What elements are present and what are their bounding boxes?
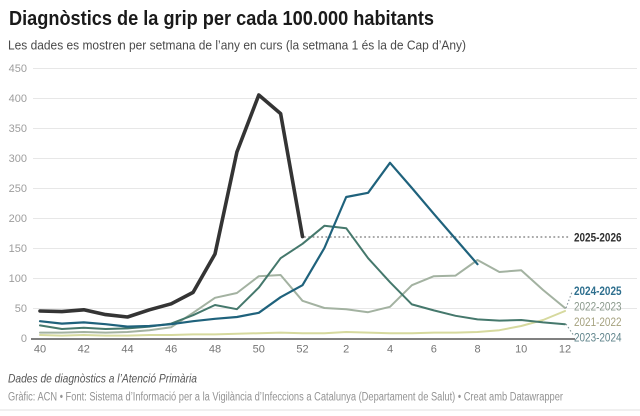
svg-text:Diagnòstics de la grip per cad: Diagnòstics de la grip per cada 100.000 … [9, 8, 434, 30]
svg-text:42: 42 [78, 344, 90, 356]
svg-text:2: 2 [343, 344, 349, 356]
svg-text:250: 250 [9, 183, 27, 195]
svg-text:50: 50 [253, 344, 265, 356]
svg-text:450: 450 [9, 63, 27, 75]
svg-text:4: 4 [387, 344, 393, 356]
svg-text:40: 40 [34, 344, 46, 356]
svg-text:150: 150 [9, 243, 27, 255]
svg-text:0: 0 [21, 333, 27, 345]
svg-text:Les dades es mostren per setma: Les dades es mostren per setmana de l’an… [8, 38, 466, 53]
svg-text:400: 400 [9, 93, 27, 105]
svg-text:44: 44 [121, 344, 133, 356]
svg-text:2021-2022: 2021-2022 [574, 315, 622, 329]
svg-text:2025-2026: 2025-2026 [574, 231, 622, 245]
svg-text:2023-2024: 2023-2024 [574, 331, 622, 345]
svg-text:50: 50 [15, 303, 27, 315]
svg-text:48: 48 [209, 344, 221, 356]
svg-text:2024-2025: 2024-2025 [574, 284, 622, 298]
svg-text:Dades de diagnòstics a l’Atenc: Dades de diagnòstics a l’Atenció Primàri… [8, 372, 197, 386]
svg-text:200: 200 [9, 213, 27, 225]
svg-text:350: 350 [9, 123, 27, 135]
svg-text:10: 10 [515, 344, 527, 356]
svg-text:12: 12 [559, 344, 571, 356]
svg-text:100: 100 [9, 273, 27, 285]
svg-text:52: 52 [296, 344, 308, 356]
svg-text:6: 6 [431, 344, 437, 356]
svg-text:2022-2023: 2022-2023 [574, 300, 622, 314]
svg-text:46: 46 [165, 344, 177, 356]
svg-text:Gràfic: ACN • Font: Sistema d’: Gràfic: ACN • Font: Sistema d’Informació… [8, 392, 563, 404]
svg-text:300: 300 [9, 153, 27, 165]
svg-text:8: 8 [474, 344, 480, 356]
